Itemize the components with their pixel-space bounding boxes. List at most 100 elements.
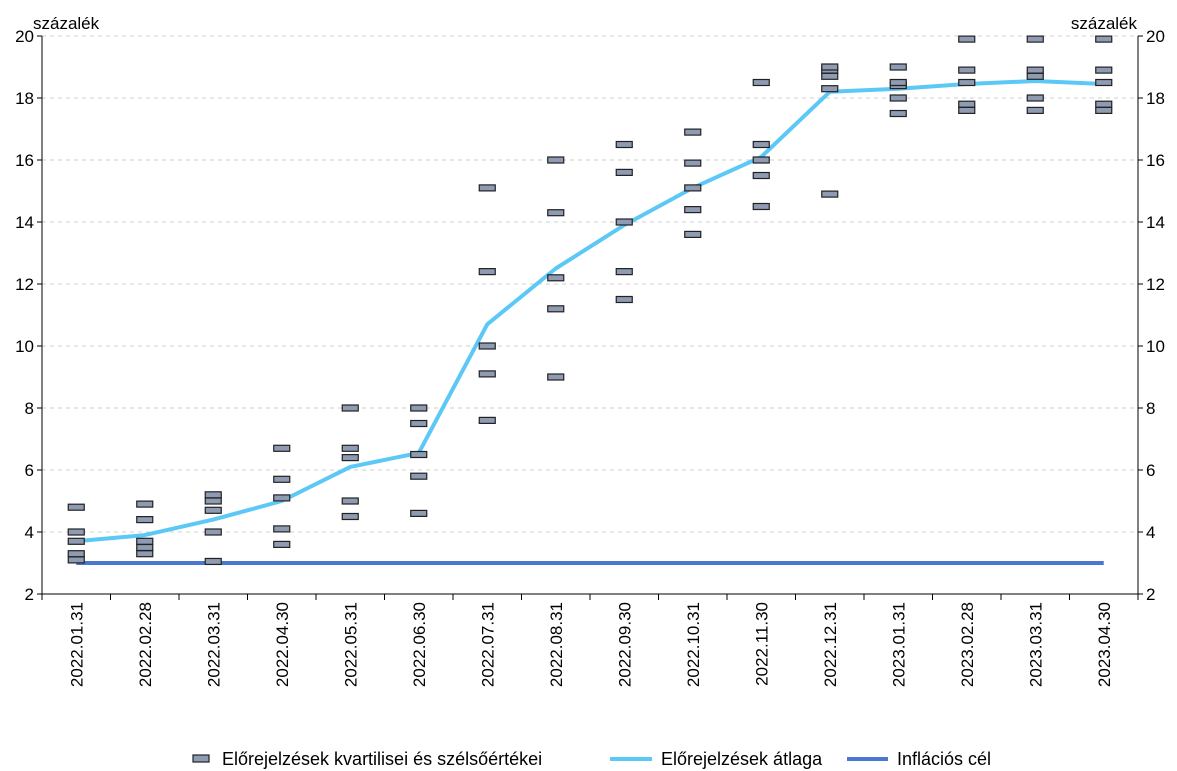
forecast-marker [958, 66, 976, 74]
y-tick-label-left: 8 [25, 399, 34, 418]
y-tick-label-right: 4 [1146, 523, 1155, 542]
legend-label-average: Előrejelzések átlaga [661, 749, 823, 769]
forecast-marker [615, 218, 633, 226]
y-tick-label-right: 14 [1146, 213, 1165, 232]
forecast-marker [204, 528, 222, 536]
y-tick-label-left: 10 [15, 337, 34, 356]
forecast-marker [752, 140, 770, 149]
x-tick-label: 2023.01.31 [889, 602, 908, 687]
y-tick-label-right: 8 [1146, 399, 1155, 418]
y-tick-label-right: 10 [1146, 337, 1165, 356]
forecast-marker [273, 444, 291, 452]
x-tick-label: 2022.11.30 [752, 602, 771, 686]
y-axis-right-unit: százalék [1071, 14, 1138, 33]
forecast-marker [136, 550, 154, 558]
forecast-marker [752, 78, 770, 87]
forecast-marker [273, 494, 291, 502]
forecast-marker [1095, 100, 1113, 108]
forecast-marker [821, 190, 839, 198]
forecast-marker [1095, 35, 1113, 43]
x-tick-label: 2023.02.28 [958, 602, 977, 687]
forecast-marker [615, 268, 633, 276]
forecast-marker [478, 370, 496, 378]
forecast-marker [478, 184, 496, 192]
x-tick-label: 2023.04.30 [1095, 602, 1114, 687]
forecast-marker [341, 454, 359, 462]
forecast-marker [136, 537, 154, 545]
x-tick-label: 2022.10.31 [684, 602, 703, 687]
y-axis-left-unit: százalék [33, 14, 100, 33]
forecast-marker [204, 557, 222, 566]
y-tick-label-left: 2 [25, 585, 34, 604]
y-tick-label-left: 12 [15, 275, 34, 294]
forecast-marker [341, 512, 359, 521]
forecast-marker [684, 184, 702, 192]
x-axis-ticks: 2022.01.31 2022.02.28 2022.03.31 2022.04.30… [41, 594, 1139, 687]
forecast-marker [1095, 78, 1113, 87]
forecast-marker [478, 342, 496, 350]
y-axis-left-ticks: 2 4 6 8 10 12 14 16 18 20 [15, 27, 42, 604]
forecast-quartile-markers [67, 35, 1113, 566]
forecast-marker [615, 295, 633, 304]
forecast-marker [1026, 94, 1044, 102]
y-tick-label-right: 18 [1146, 89, 1165, 108]
forecast-marker [684, 206, 702, 214]
forecast-marker [410, 450, 428, 459]
y-tick-label-right: 12 [1146, 275, 1165, 294]
forecast-marker [204, 506, 222, 514]
forecast-marker [67, 556, 85, 564]
forecast-marker [341, 497, 359, 505]
forecast-marker [478, 268, 496, 276]
forecast-marker [410, 472, 428, 480]
forecast-marker [821, 85, 839, 93]
forecast-average-series [76, 78, 1104, 544]
y-tick-label-right: 2 [1146, 585, 1155, 604]
forecast-marker [67, 550, 85, 558]
forecast-marker [615, 168, 633, 176]
forecast-marker [204, 497, 222, 505]
y-tick-label-right: 6 [1146, 461, 1155, 480]
x-tick-label: 2022.05.31 [341, 602, 360, 687]
forecast-marker [752, 202, 770, 211]
forecast-marker [684, 230, 702, 238]
x-tick-label: 2022.08.31 [547, 602, 566, 687]
forecast-marker [1095, 106, 1113, 115]
forecast-marker [547, 373, 565, 381]
y-tick-label-right: 16 [1146, 151, 1165, 170]
y-tick-label-left: 20 [15, 27, 34, 46]
average-line [76, 78, 1104, 544]
x-tick-label: 2022.12.31 [821, 602, 840, 687]
forecast-marker [136, 500, 154, 508]
forecast-marker [958, 100, 976, 108]
forecast-marker [341, 404, 359, 412]
y-tick-label-left: 16 [15, 151, 34, 170]
x-tick-label: 2022.03.31 [204, 602, 223, 687]
forecast-marker [889, 78, 907, 87]
forecast-marker [821, 63, 839, 71]
forecast-marker [958, 35, 976, 43]
forecast-marker [136, 515, 154, 524]
forecast-marker [478, 416, 496, 424]
y-tick-label-left: 18 [15, 89, 34, 108]
legend-swatch-quartiles [192, 754, 210, 763]
x-tick-label: 2022.09.30 [615, 602, 634, 687]
forecast-marker [273, 525, 291, 533]
forecast-marker [410, 509, 428, 517]
forecast-marker [547, 209, 565, 217]
x-tick-label: 2022.07.31 [478, 602, 497, 687]
forecast-marker [889, 109, 907, 118]
legend-label-quartiles: Előrejelzések kvartilisei és szélsőérték… [222, 749, 542, 769]
x-tick-label: 2023.03.31 [1026, 602, 1045, 687]
legend-label-target: Inflációs cél [897, 749, 991, 769]
forecast-marker [273, 475, 291, 483]
forecast-marker [1026, 66, 1044, 74]
forecast-marker [67, 528, 85, 536]
x-tick-label: 2022.06.30 [410, 602, 429, 687]
forecast-marker [410, 404, 428, 412]
forecast-marker [341, 444, 359, 452]
x-tick-label: 2022.02.28 [136, 602, 155, 687]
forecast-marker [204, 491, 222, 499]
forecast-marker [273, 540, 291, 549]
forecast-marker [1095, 66, 1113, 74]
y-tick-label-left: 14 [15, 213, 34, 232]
